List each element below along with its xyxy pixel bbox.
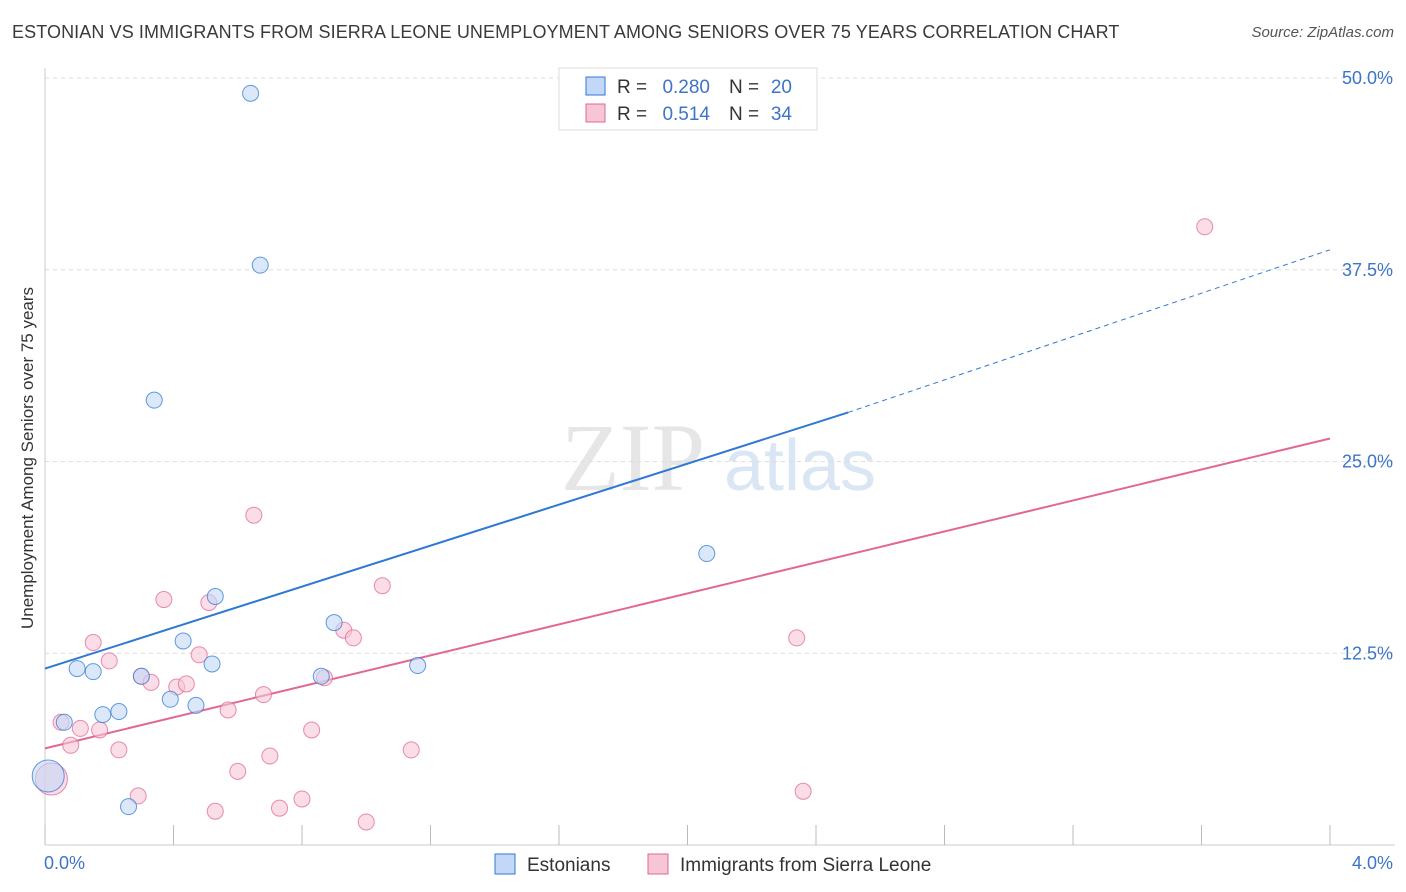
point-pink-22 [271,799,289,817]
point-pink-8 [129,787,147,805]
point-pink-14 [190,646,208,664]
point-blue-4 [94,706,112,724]
legend-swatch-pink [585,103,606,123]
point-blue-13 [206,587,224,605]
point-blue-1 [55,713,73,731]
legend-r-value: 0.514 [662,104,710,125]
x-tick-label-min: 0.0% [44,853,85,873]
point-blue-19 [698,545,716,563]
point-pink-20 [254,686,272,704]
point-pink-18 [229,762,247,780]
point-pink-6 [100,652,118,670]
point-pink-21 [261,747,279,765]
point-blue-6 [120,798,138,816]
point-pink-5 [91,721,109,739]
data-points [31,84,1214,831]
point-pink-13 [177,675,195,693]
bottom-legend-swatch-blue [494,853,516,875]
point-blue-14 [242,84,260,102]
y-tick-label: 50.0% [1342,68,1393,88]
legend: R = 0.280 N = 20 R = 0.514 N = 34 [558,67,818,131]
point-pink-24 [303,721,321,739]
watermark-zip: ZIP [561,404,705,511]
point-pink-2 [62,736,80,754]
y-tick-label: 12.5% [1342,643,1393,663]
point-blue-8 [145,391,163,409]
point-pink-32 [794,782,812,800]
point-pink-4 [84,634,102,652]
point-blue-12 [203,655,221,673]
source-label: Source: ZipAtlas.com [1251,24,1394,41]
chart-title: ESTONIAN VS IMMIGRANTS FROM SIERRA LEONE… [12,22,1120,42]
point-blue-16 [312,667,330,685]
legend-n-value: 34 [771,104,793,125]
y-tick-label: 37.5% [1342,260,1393,280]
point-pink-7 [110,741,128,759]
bottom-legend-label-pink: Immigrants from Sierra Leone [680,855,931,876]
watermark: ZIP atlas [561,404,876,511]
point-pink-11 [155,591,173,609]
point-blue-17 [325,614,343,632]
point-blue-9 [161,690,179,708]
trend-line-blue [44,411,849,670]
x-tick-label-max: 4.0% [1352,853,1393,873]
legend-r-value: 0.280 [662,77,710,98]
axes [44,68,1395,846]
point-pink-29 [373,577,391,595]
watermark-atlas: atlas [724,426,876,506]
point-pink-3 [71,719,89,737]
legend-n-label: N = [729,104,759,125]
legend-r-label: R = [617,77,647,98]
point-pink-17 [219,701,237,719]
point-blue-10 [174,632,192,650]
bottom-legend-swatch-pink [647,853,669,875]
point-pink-23 [293,790,311,808]
legend-n-value: 20 [771,77,792,98]
point-blue-15 [251,256,269,274]
point-blue-11 [187,696,205,714]
point-pink-28 [357,813,375,831]
grid-lines [45,77,1395,654]
point-pink-30 [402,741,420,759]
y-tick-labels: 12.5% 25.0% 37.5% 50.0% [1342,68,1393,663]
bottom-legend: Estonians Immigrants from Sierra Leone [494,853,931,876]
bottom-legend-label-blue: Estonians [527,855,610,876]
point-blue-2 [68,660,86,678]
legend-r-label: R = [617,104,647,125]
point-blue-3 [84,663,102,681]
point-pink-33 [1196,218,1214,236]
point-blue-5 [110,703,128,721]
legend-swatch-blue [585,76,606,96]
point-pink-16 [206,802,224,820]
point-blue-18 [409,657,427,675]
point-blue-0 [31,759,65,793]
x-tick-labels: 0.0% 4.0% [44,853,1393,873]
point-blue-7 [132,667,150,685]
point-pink-31 [788,629,806,647]
point-pink-27 [344,629,362,647]
trend-line-extension-blue [847,249,1331,413]
legend-n-label: N = [729,77,759,98]
y-tick-label: 25.0% [1342,452,1393,472]
point-pink-19 [245,506,263,524]
